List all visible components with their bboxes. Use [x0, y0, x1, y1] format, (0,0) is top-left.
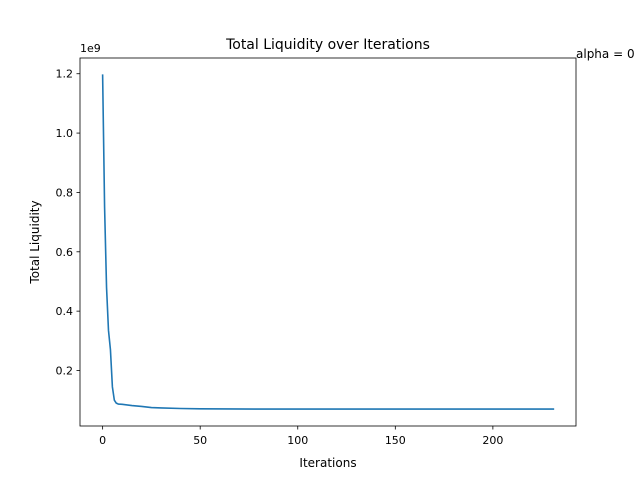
x-tick-label: 50: [193, 434, 207, 447]
chart-title: Total Liquidity over Iterations: [225, 37, 430, 53]
y-axis-ticks: 0.2 0.4 0.6 0.8 1.0 1.2: [56, 68, 80, 378]
x-tick-label: 200: [482, 434, 503, 447]
x-tick-label: 100: [287, 434, 308, 447]
y-tick-label: 0.8: [56, 186, 74, 199]
x-tick-label: 0: [99, 434, 106, 447]
x-tick-label: 150: [385, 434, 406, 447]
y-tick-label: 0.2: [56, 365, 74, 378]
y-tick-label: 0.4: [56, 305, 74, 318]
y-tick-label: 1.0: [56, 127, 74, 140]
y-axis-label: Total Liquidity: [28, 200, 42, 284]
y-tick-label: 0.6: [56, 246, 74, 259]
y-tick-label: 1.2: [56, 68, 74, 81]
series-line-1: [101, 74, 555, 410]
x-axis-ticks: 0 50 100 150 200: [99, 426, 503, 447]
chart-annotation: alpha = 0: [576, 47, 635, 61]
series-layer: [101, 74, 555, 410]
y-axis-scale-label: 1e9: [80, 42, 101, 55]
plot-frame: [79, 57, 577, 427]
x-axis-label: Iterations: [299, 456, 356, 470]
